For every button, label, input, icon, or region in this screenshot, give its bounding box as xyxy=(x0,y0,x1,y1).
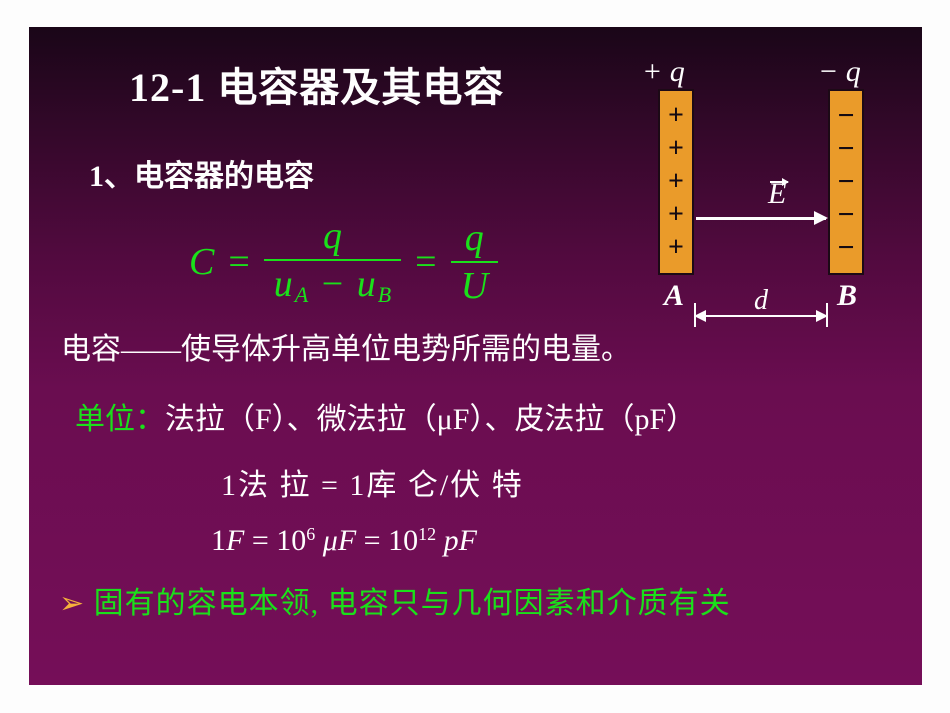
units-text: 法拉（F）、微法拉（μF）、皮法拉（pF） xyxy=(165,403,696,436)
numerator-2: q xyxy=(455,219,494,261)
fraction-1: q uA − uB xyxy=(264,217,401,306)
capacitor-diagram: + q − q + + + + + − − − − − E A B d xyxy=(640,55,882,325)
plus-icon: + xyxy=(668,168,684,196)
definition-line: 电容——使导体升高单位电势所需的电量。 xyxy=(61,324,880,368)
farad-conversion: 1F = 106 μF = 1012 pF xyxy=(211,524,880,558)
denominator-1: uA − uB xyxy=(264,259,401,306)
numerator-1: q xyxy=(313,217,352,259)
bullet-text: 固有的容电本领, 电容只与几何因素和介质有关 xyxy=(94,587,731,620)
minus-icon: − xyxy=(837,134,854,164)
formula-C: C xyxy=(189,240,214,284)
plus-icon: + xyxy=(668,135,684,163)
minus-icon: − xyxy=(837,101,854,131)
e-field-arrow-icon xyxy=(696,217,826,220)
bullet-point: ➢ 固有的容电本领, 电容只与几何因素和介质有关 xyxy=(59,578,880,622)
plate-b-label: B xyxy=(837,279,857,313)
formula-eq: = xyxy=(220,240,257,284)
plus-icon: + xyxy=(668,201,684,229)
plus-icon: + xyxy=(668,102,684,130)
distance-label: d xyxy=(754,285,768,317)
minus-icon: − xyxy=(837,200,854,230)
units-label: 单位： xyxy=(75,403,165,436)
slide: 12-1 电容器及其电容 1、电容器的电容 C = q uA − uB = q … xyxy=(29,27,922,685)
e-label: E xyxy=(768,177,786,211)
plate-a: + + + + + xyxy=(658,89,694,275)
plus-icon: + xyxy=(668,234,684,262)
bullet-arrow-icon: ➢ xyxy=(59,587,85,620)
units-line: 单位：法拉（F）、微法拉（μF）、皮法拉（pF） xyxy=(75,394,880,438)
distance-arrow-icon xyxy=(696,315,826,317)
formula-eq2: = xyxy=(407,240,444,284)
plate-a-label: A xyxy=(664,279,684,313)
plate-b: − − − − − xyxy=(828,89,864,275)
minus-icon: − xyxy=(837,233,854,263)
denominator-2: U xyxy=(451,261,498,305)
minus-icon: − xyxy=(837,167,854,197)
fraction-2: q U xyxy=(451,219,498,305)
charge-label-negative: − q xyxy=(818,55,861,89)
farad-definition: 1法 拉 = 1库 仑/伏 特 xyxy=(221,460,880,504)
charge-label-positive: + q xyxy=(642,55,685,89)
